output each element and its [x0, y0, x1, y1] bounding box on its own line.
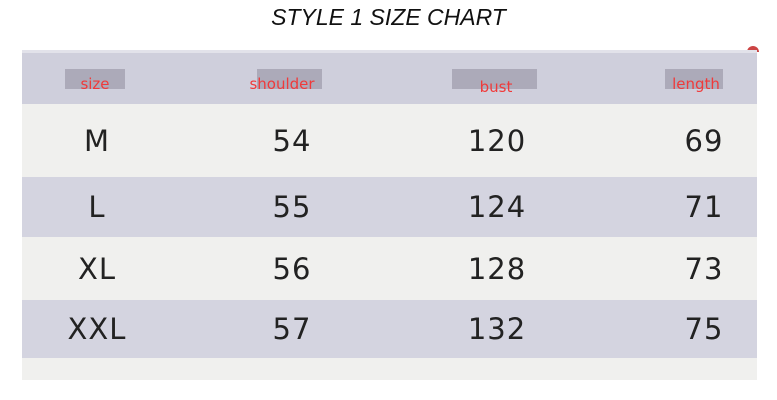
table-row: M 54 120 69: [22, 104, 757, 177]
header-size: size: [80, 75, 110, 93]
corner-mark: [747, 46, 759, 52]
cell-shoulder: 57: [272, 312, 312, 346]
blurred-label: [65, 69, 125, 89]
blurred-label: [665, 69, 723, 89]
header-bust: bust: [479, 78, 513, 96]
chart-title: STYLE 1 SIZE CHART: [271, 4, 506, 30]
cell-length: 75: [684, 312, 724, 346]
cell-shoulder: 55: [272, 190, 312, 224]
cell-size: XXL: [67, 312, 127, 346]
cell-bust: 120: [467, 123, 527, 158]
cell-bust: 128: [467, 251, 527, 286]
cell-bust: 124: [467, 190, 527, 224]
table-row: XXL 57 132 75: [22, 300, 757, 358]
blurred-label: [257, 69, 322, 89]
cell-length: 71: [684, 190, 724, 224]
header-length: length: [672, 75, 720, 93]
header-row: size shoulder bust length: [22, 50, 757, 107]
cell-size: L: [88, 190, 106, 224]
table-row: XL 56 128 73: [22, 237, 757, 300]
cell-length: 73: [684, 251, 724, 286]
cell-size: XL: [77, 251, 117, 286]
table-row: L 55 124 71: [22, 177, 757, 237]
size-chart-table: size shoulder bust length M 54 120 69 L …: [22, 46, 759, 380]
cell-bust: 132: [467, 312, 527, 346]
cell-shoulder: 56: [272, 251, 312, 286]
header-shoulder: shoulder: [249, 75, 315, 93]
blurred-label: [452, 69, 537, 89]
cell-size: M: [83, 123, 111, 158]
cell-length: 69: [684, 123, 724, 158]
cell-shoulder: 54: [272, 123, 312, 158]
